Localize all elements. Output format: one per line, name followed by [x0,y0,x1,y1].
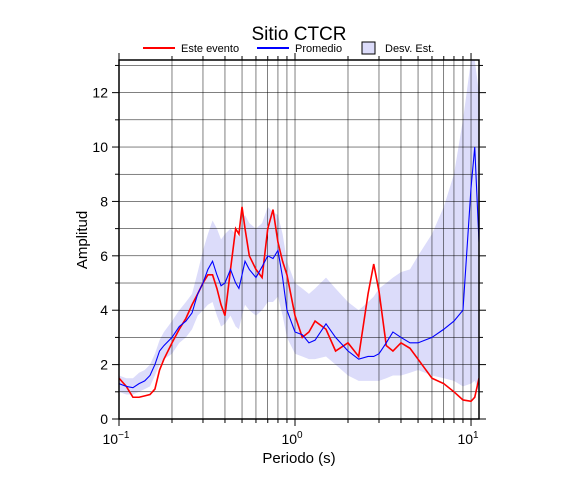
legend-label: Desv. Est. [385,43,434,55]
plot-frame [118,59,480,420]
y-tick-label: 0 [100,411,108,427]
plot [119,60,479,419]
y-tick-label: 8 [100,193,108,209]
y-tick-label: 4 [100,302,108,318]
y-tick-label: 2 [100,357,108,373]
x-axis-label: Periodo (s) [262,450,335,467]
std-band [119,60,479,395]
series-line [119,146,479,389]
y-axis-label: Amplitud [74,211,91,269]
x-tick-exponent: −1 [118,430,130,441]
y-tick-label: 12 [92,85,108,101]
x-tick-label: 100 [281,430,303,447]
x-tick-label: 101 [457,430,479,447]
x-tick-base: 10 [457,431,473,447]
x-tick-exponent: 1 [473,430,479,441]
x-tick-exponent: 0 [297,430,303,441]
x-tick-base: 10 [103,431,119,447]
legend-label: Promedio [295,43,342,55]
series-line [119,206,479,403]
y-tick-label: 10 [92,139,108,155]
x-tick-base: 10 [281,431,297,447]
x-tick-label: 10−1 [103,430,130,447]
chart-title: Sitio CTCR [251,24,346,45]
legend-label: Este evento [181,43,239,55]
y-tick-label: 6 [100,248,108,264]
legend-swatch [361,41,376,55]
